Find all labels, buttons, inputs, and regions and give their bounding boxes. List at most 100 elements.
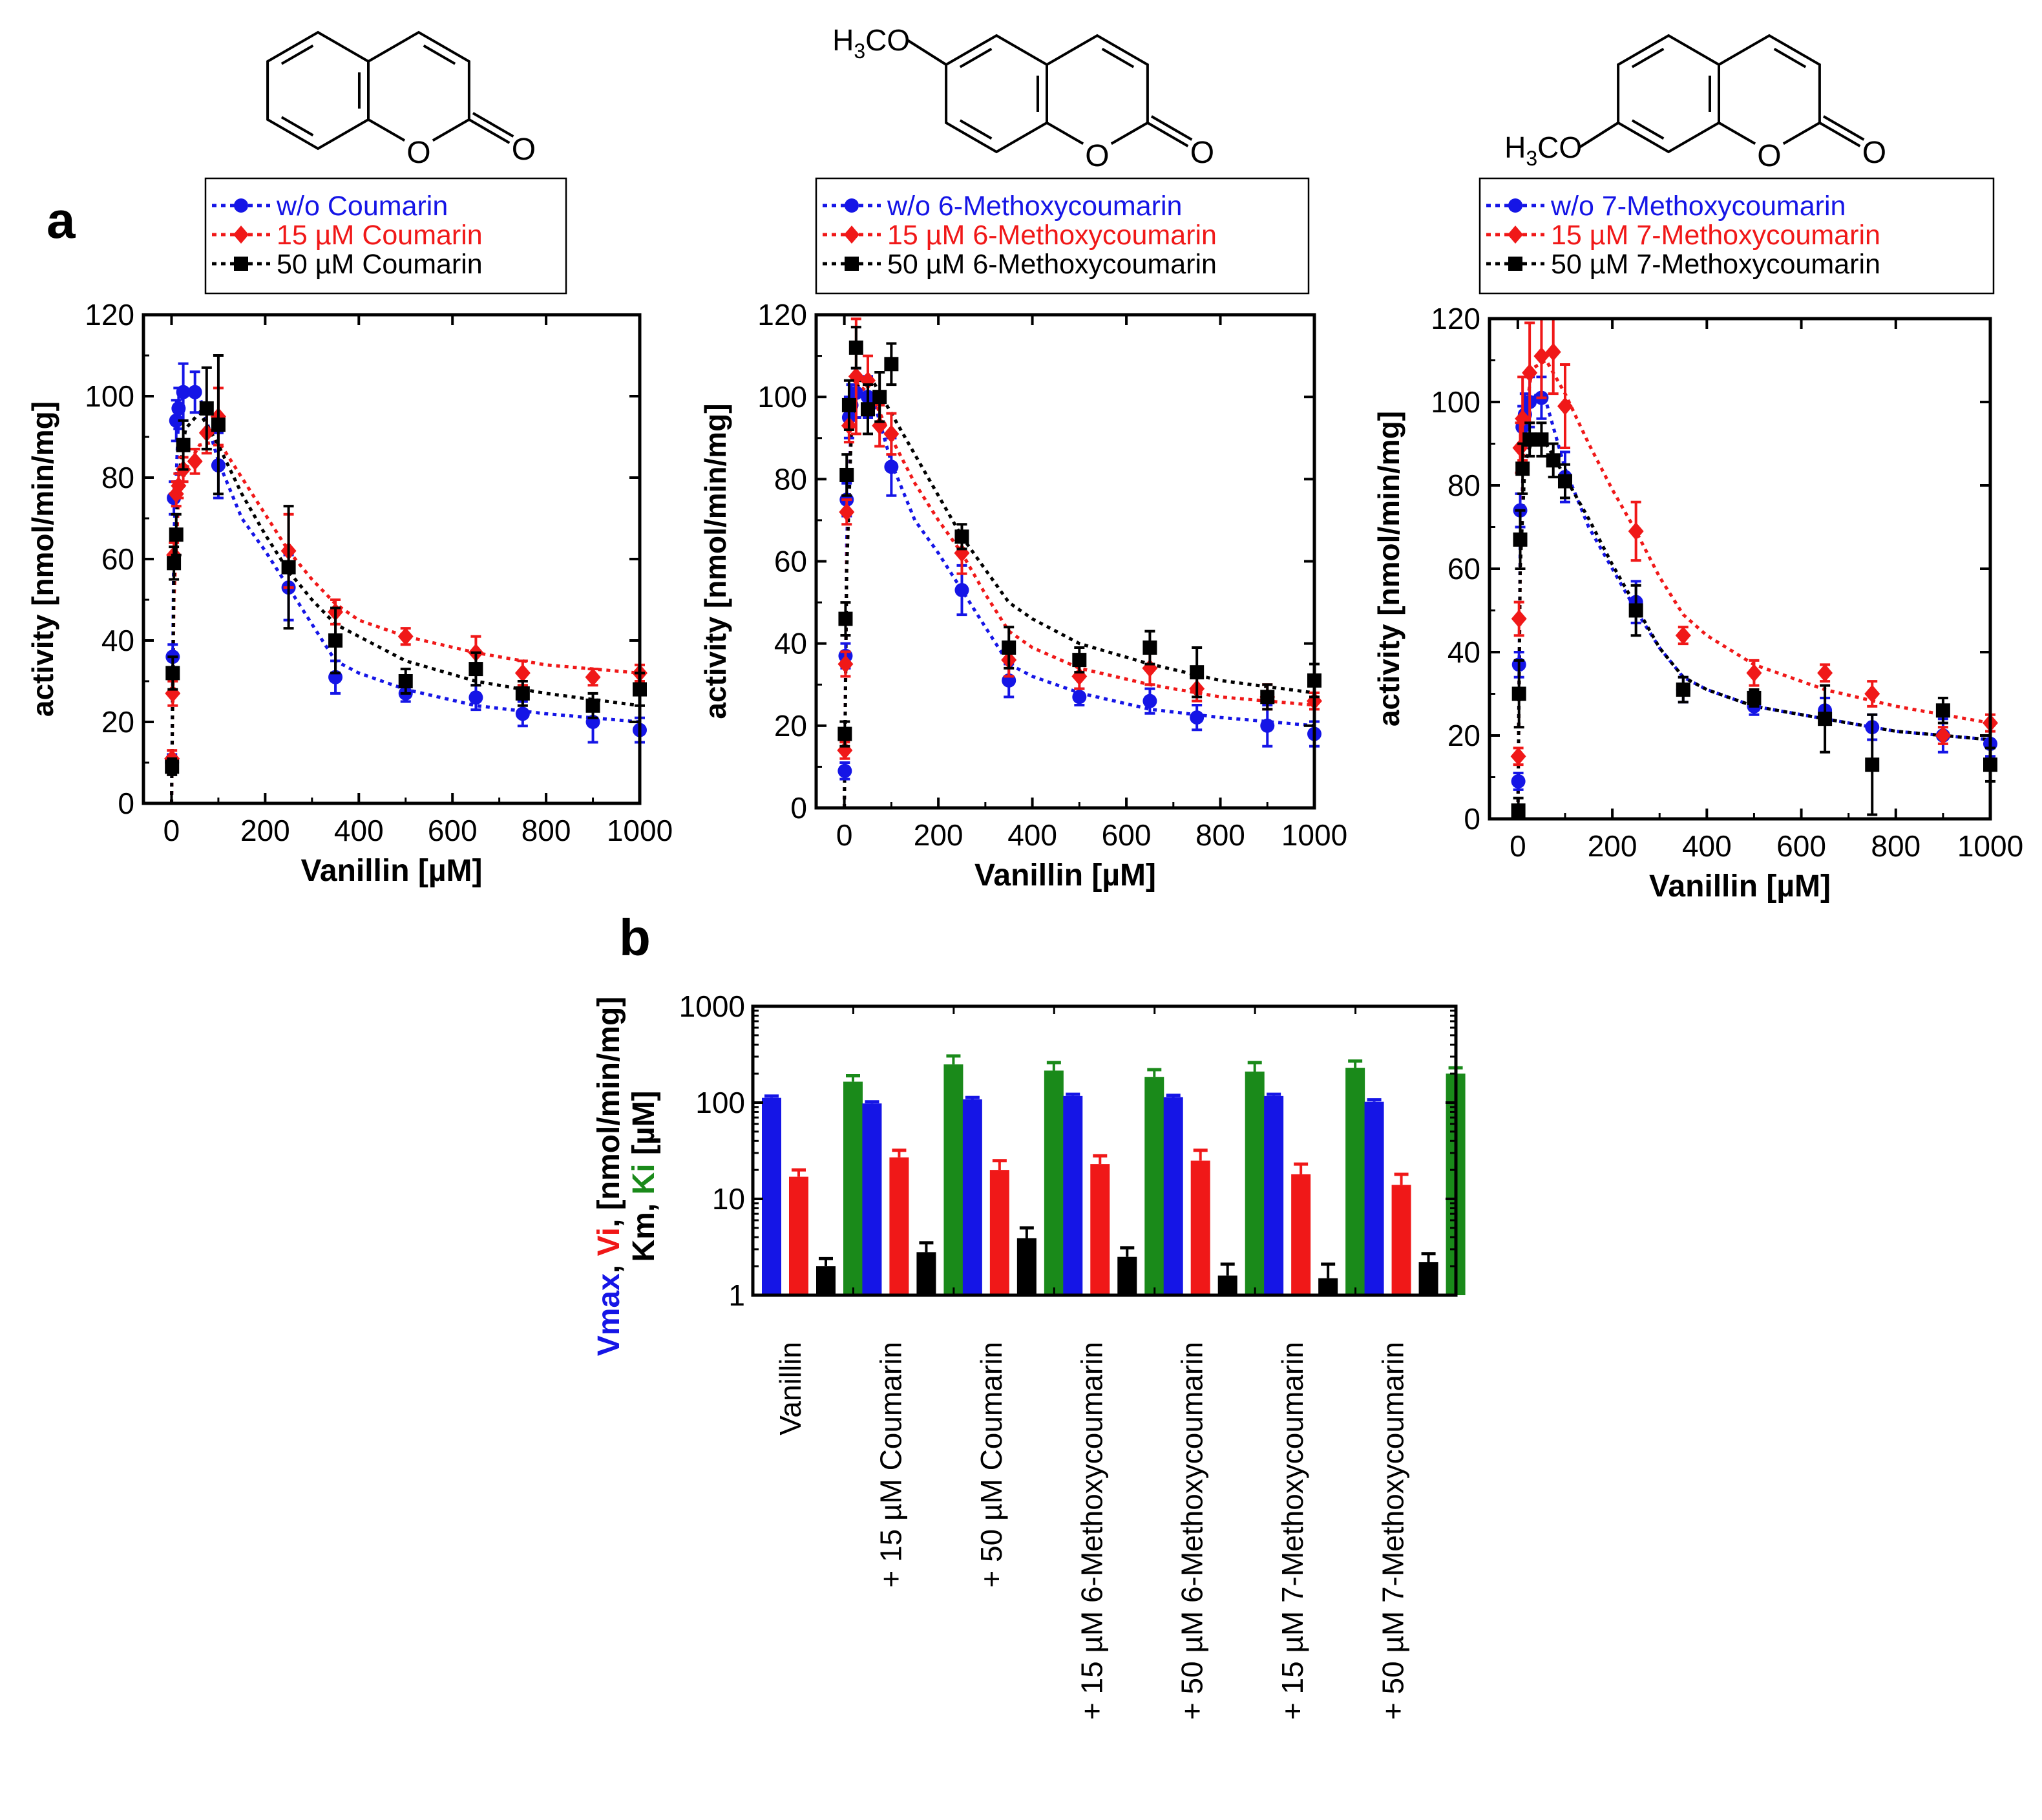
axis-label-part-nmol-min-mg: , [nmol/min/mg] — [592, 997, 626, 1227]
data-point — [954, 529, 969, 544]
x-tick-label: 0 — [836, 818, 853, 852]
series-50-m-7-methoxycoumarin — [1511, 421, 1997, 820]
pyranone-ring — [1718, 34, 1821, 123]
series-w-o-7-methoxycoumarin — [1511, 376, 1997, 791]
x-tick-label: 0 — [1510, 829, 1526, 863]
fit-curve-w-o-6-methoxycoumarin — [843, 386, 1315, 809]
x-tick-label: 1000 — [1281, 818, 1347, 852]
benzene-ring — [1617, 34, 1720, 154]
axis-label-part-: , — [627, 1194, 661, 1212]
data-point — [468, 690, 483, 705]
data-point — [872, 390, 887, 405]
category-label-vanillin: Vanillin — [774, 1342, 807, 1435]
data-point — [515, 706, 530, 721]
bar-vi — [789, 1176, 808, 1295]
data-point — [1628, 603, 1643, 618]
x-tick-label: 800 — [1871, 829, 1921, 863]
data-point — [468, 662, 483, 677]
legend-marker — [1508, 257, 1522, 271]
y-tick-label: 20 — [1447, 719, 1480, 752]
bar-ki — [1245, 1071, 1265, 1295]
bar-vi — [1291, 1174, 1311, 1295]
carbonyl-bond — [1146, 122, 1189, 147]
data-point — [861, 402, 876, 417]
panel-b: b Vanillin + 15 µM Coumarin + 50 µM Coumari… — [592, 909, 1466, 1720]
data-point — [1260, 718, 1275, 733]
legend-box — [204, 177, 567, 295]
x-tick-label: 200 — [914, 818, 963, 852]
pyranone-ring — [367, 30, 470, 120]
data-point — [1557, 474, 1572, 489]
bond — [1718, 122, 1756, 145]
bar-km — [1016, 1238, 1037, 1295]
x-tick-label: 400 — [1682, 829, 1732, 863]
fit-curve-w-o-coumarin — [170, 385, 640, 804]
x-tick-label: 600 — [1102, 818, 1152, 852]
y-axis-label: activity [nmol/min/mg] — [26, 401, 59, 717]
bar-group-50-m-coumarin — [962, 1061, 1064, 1295]
bar-group-15-m-6-methoxycoumarin — [1063, 1068, 1164, 1295]
legend-entry-w-o-6-methoxycoumarin: w/o 6-Methoxycoumarin — [887, 191, 1182, 222]
structure-2: O O H3CO — [832, 23, 1214, 173]
legend-entry-15-m-coumarin: 15 µM Coumarin — [277, 220, 483, 251]
y-tick-label: 0 — [790, 791, 807, 825]
data-point — [1190, 710, 1205, 725]
legend-entry-w-o-coumarin: w/o Coumarin — [276, 191, 448, 222]
data-point — [848, 340, 863, 355]
data-point — [165, 759, 180, 774]
x-axis-label: Vanillin [µM] — [301, 854, 483, 888]
data-point — [884, 460, 899, 474]
data-point — [1676, 682, 1690, 697]
ring-oxygen-label: O — [1757, 139, 1781, 173]
data-point — [1935, 726, 1951, 745]
category-label-50-m-6-methoxycoumarin: + 50 µM 6-Methoxycoumarin — [1175, 1342, 1209, 1720]
carbonyl-bond — [1150, 115, 1193, 141]
data-point — [1511, 609, 1527, 628]
category-label-15-m-coumarin: + 15 µM Coumarin — [874, 1342, 907, 1588]
data-point — [585, 698, 600, 713]
series-50-m-6-methoxycoumarin — [837, 326, 1321, 748]
x-tick-label: 600 — [1776, 829, 1826, 863]
legend-marker — [233, 226, 249, 244]
methoxy-label: H3CO — [832, 23, 910, 63]
bar-ki — [1144, 1077, 1164, 1295]
data-point — [1515, 461, 1530, 476]
y-tick-label: 40 — [101, 624, 134, 657]
double-bond — [1101, 47, 1135, 69]
fit-curve-50-m-6-methoxycoumarin — [843, 379, 1315, 809]
data-point — [1675, 626, 1691, 645]
bond — [368, 118, 406, 142]
data-point — [1072, 690, 1087, 704]
y-tick-label: 1 — [728, 1278, 745, 1312]
x-tick-label: 1000 — [607, 814, 673, 847]
ring-oxygen-label: O — [406, 136, 430, 170]
y-tick-label: 10 — [712, 1182, 745, 1216]
x-tick-label: 400 — [1007, 818, 1057, 852]
legend-marker — [1508, 226, 1523, 244]
y-tick-label: 20 — [101, 705, 134, 739]
double-bond — [1631, 47, 1665, 69]
series-15-m-coumarin — [164, 386, 647, 768]
data-point — [841, 397, 856, 412]
bar-km — [916, 1252, 936, 1295]
category-label-50-m-coumarin: + 50 µM Coumarin — [974, 1342, 1008, 1588]
legend-entry-50-m-6-methoxycoumarin: 50 µM 6-Methoxycoumarin — [887, 249, 1217, 280]
y-tick-label: 0 — [118, 787, 134, 820]
panel-label-b: b — [619, 909, 651, 966]
methoxy-label-part: CO — [865, 23, 910, 57]
y-tick-label: 120 — [1431, 302, 1480, 335]
bar-vi — [889, 1157, 909, 1295]
legend-marker — [845, 257, 859, 271]
bar-vmax — [1163, 1097, 1183, 1295]
bar-group-15-m-7-methoxycoumarin — [1264, 1059, 1365, 1295]
bar-km — [1117, 1256, 1137, 1295]
plot-frame — [814, 313, 1316, 810]
data-point — [281, 560, 296, 575]
double-bond — [280, 44, 314, 65]
bar-group-50-m-7-methoxycoumarin — [1364, 1066, 1466, 1295]
data-point — [1072, 653, 1087, 668]
